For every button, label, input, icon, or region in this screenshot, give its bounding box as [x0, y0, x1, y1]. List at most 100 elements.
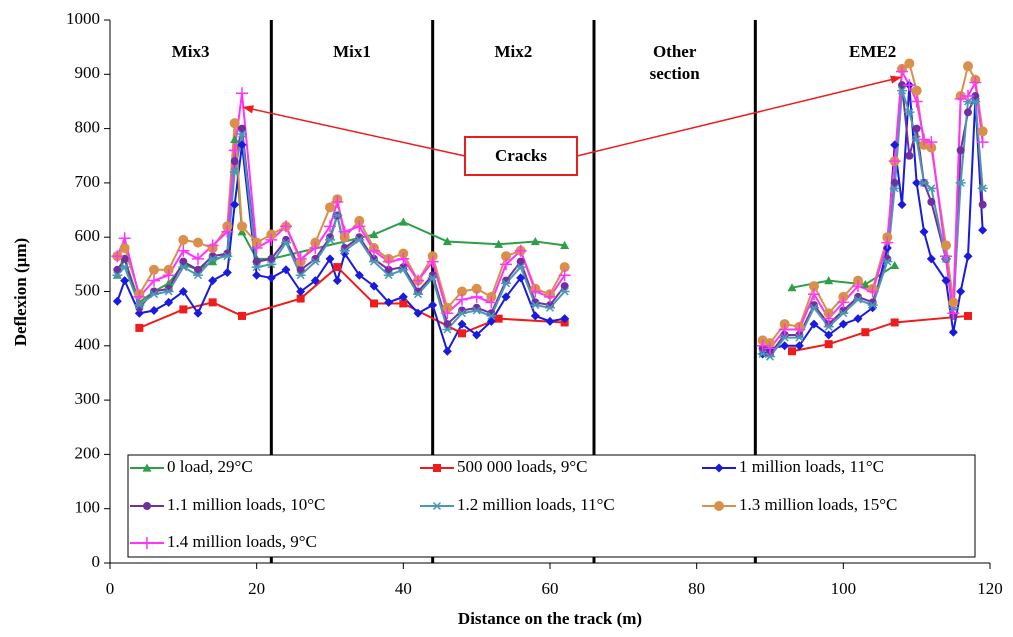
marker	[545, 303, 555, 312]
marker	[778, 323, 791, 336]
marker	[149, 306, 159, 316]
marker	[413, 308, 423, 318]
marker	[207, 254, 218, 263]
legend-label: 1.4 million loads, 9°C	[167, 532, 317, 551]
marker	[354, 235, 365, 244]
marker	[266, 273, 276, 283]
marker	[133, 290, 146, 303]
marker	[442, 325, 453, 334]
marker	[500, 258, 512, 271]
legend-label: 1 million loads, 11°C	[739, 457, 884, 476]
marker	[296, 294, 305, 303]
x-tick-label: 40	[395, 579, 412, 598]
marker	[369, 229, 379, 239]
section-label: Other	[653, 42, 697, 61]
marker	[339, 246, 350, 255]
marker	[969, 76, 982, 89]
marker	[837, 296, 850, 309]
marker	[294, 252, 307, 265]
marker	[229, 168, 240, 177]
marker	[267, 254, 276, 263]
marker	[442, 237, 452, 246]
marker	[309, 242, 322, 255]
marker	[178, 287, 188, 296]
marker	[265, 233, 278, 246]
marker	[978, 200, 987, 209]
marker	[230, 200, 240, 210]
marker	[280, 220, 292, 233]
marker	[111, 250, 124, 263]
marker	[853, 295, 863, 304]
marker	[296, 265, 305, 274]
marker	[976, 136, 989, 149]
marker	[135, 323, 144, 332]
marker	[457, 319, 467, 329]
marker	[977, 184, 988, 193]
marker	[426, 255, 439, 268]
marker	[905, 151, 914, 160]
arrow-head	[242, 105, 254, 114]
marker	[560, 240, 570, 249]
marker	[310, 257, 321, 266]
marker	[177, 244, 190, 257]
marker	[947, 307, 960, 320]
marker	[193, 271, 203, 280]
marker	[120, 276, 130, 286]
marker	[148, 274, 160, 287]
marker	[904, 58, 915, 69]
marker	[237, 221, 247, 232]
marker	[485, 296, 498, 309]
legend-box	[127, 454, 976, 558]
marker	[118, 232, 131, 245]
marker	[208, 257, 218, 266]
marker	[149, 264, 159, 275]
marker	[809, 319, 819, 329]
marker	[956, 146, 965, 155]
marker	[838, 319, 848, 329]
marker	[866, 285, 879, 298]
marker	[222, 252, 233, 261]
marker	[808, 288, 820, 301]
marker	[369, 281, 379, 291]
marker	[823, 322, 834, 331]
legend-label: 500 000 loads, 9°C	[457, 457, 588, 476]
marker	[714, 501, 724, 511]
marker	[228, 144, 241, 157]
marker	[296, 287, 306, 296]
x-tick-label: 20	[248, 579, 265, 598]
y-tick-label: 100	[75, 498, 101, 517]
marker	[530, 311, 540, 321]
y-tick-label: 1000	[66, 9, 100, 28]
section-label: Mix1	[333, 42, 371, 61]
marker	[331, 195, 344, 208]
marker	[501, 292, 511, 302]
marker	[515, 263, 526, 272]
y-tick-label: 0	[92, 552, 101, 571]
marker	[193, 308, 203, 318]
marker	[956, 287, 966, 296]
marker	[237, 129, 247, 139]
marker	[470, 290, 483, 303]
legend-label: 0 load, 29°C	[167, 457, 253, 476]
marker	[890, 318, 899, 327]
marker	[948, 297, 959, 308]
x-tick-label: 0	[106, 579, 115, 598]
marker	[398, 265, 409, 274]
marker	[238, 311, 246, 320]
marker	[179, 257, 188, 266]
marker	[134, 301, 145, 310]
marker	[970, 97, 981, 106]
marker	[332, 211, 343, 220]
marker	[793, 323, 806, 336]
marker	[955, 178, 966, 187]
marker	[822, 312, 835, 325]
marker	[333, 263, 342, 272]
marker	[397, 252, 410, 265]
marker	[230, 134, 240, 144]
y-tick-label: 900	[75, 63, 101, 82]
marker	[119, 263, 130, 272]
legend-label: 1.3 million loads, 15°C	[739, 495, 897, 514]
marker	[890, 140, 900, 150]
marker	[369, 257, 379, 266]
marker	[208, 276, 218, 286]
